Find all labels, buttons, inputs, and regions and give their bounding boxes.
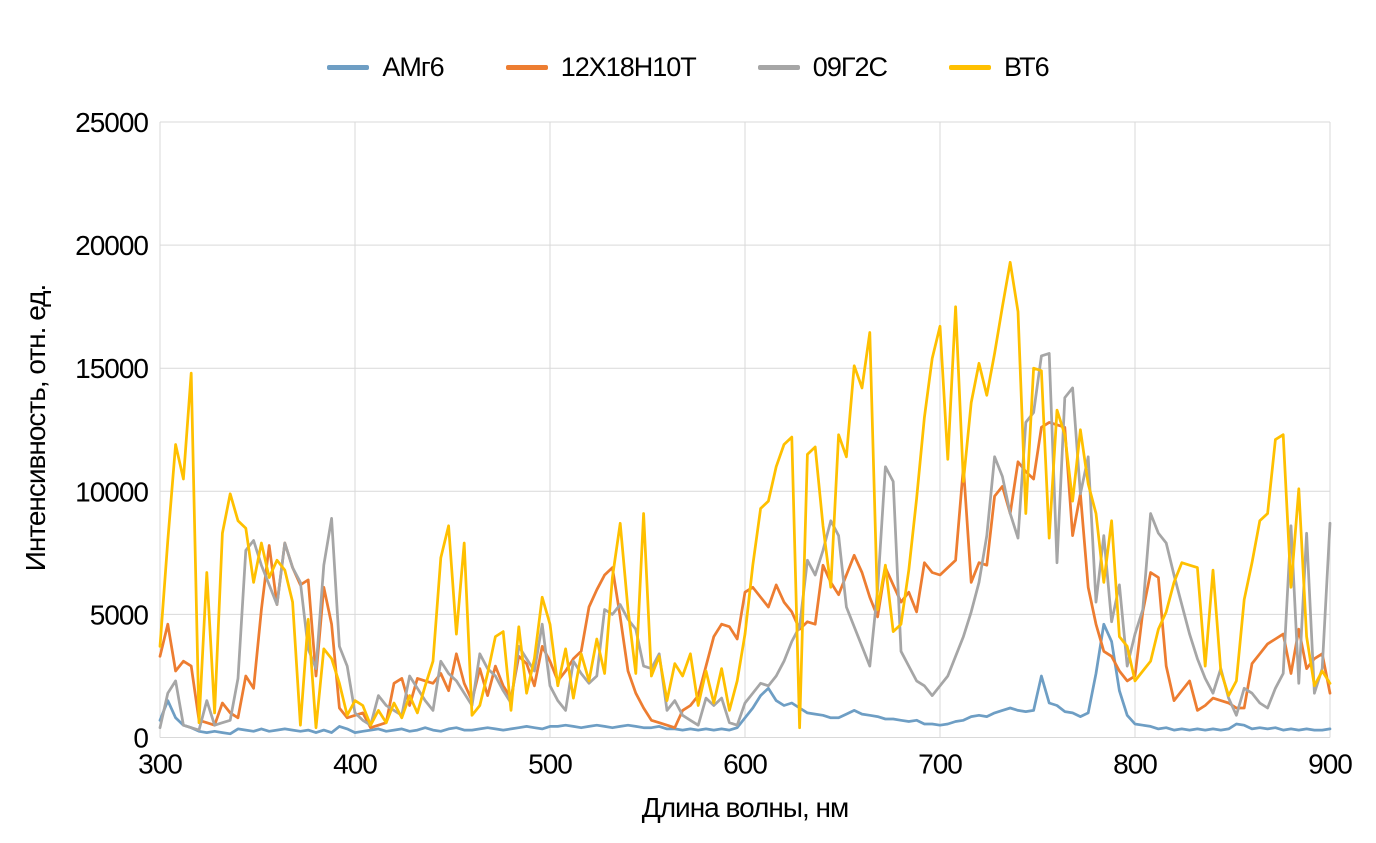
x-tick-label-700: 700 (918, 749, 962, 780)
y-tick-label-15000: 15000 (75, 353, 148, 384)
x-tick-label-500: 500 (528, 749, 572, 780)
legend-item-09g2s: 09Г2С (757, 52, 888, 83)
y-tick-label-0: 0 (133, 723, 148, 754)
x-tick-label-300: 300 (138, 749, 182, 780)
legend-item-amg6: АМг6 (327, 52, 445, 83)
series-line-amg6 (158, 622, 1332, 736)
legend-swatch-vt6 (948, 65, 991, 70)
legend-label-12x18n10t: 12Х18Н10Т (560, 52, 697, 82)
legend-swatch-amg6 (327, 65, 370, 70)
y-tick-label-5000: 5000 (90, 599, 149, 630)
x-tick-label-900: 900 (1308, 749, 1352, 780)
y-tick-label-25000: 25000 (75, 107, 148, 138)
x-tick-label-600: 600 (723, 749, 767, 780)
y-tick-label-20000: 20000 (75, 230, 148, 261)
legend-label-09g2s: 09Г2С (812, 52, 888, 82)
x-tick-label-400: 400 (333, 749, 377, 780)
series-line-vt6 (158, 260, 1332, 730)
y-tick-label-10000: 10000 (75, 476, 148, 507)
series-line-09g2s (158, 352, 1332, 732)
legend: АМг6 12Х18Н10Т 09Г2С ВТ6 (0, 52, 1376, 83)
legend-swatch-12x18n10t (505, 65, 548, 70)
legend-label-amg6: АМг6 (382, 52, 444, 82)
legend-item-vt6: ВТ6 (948, 52, 1050, 83)
x-axis-title: Длина волны, нм (641, 792, 849, 823)
legend-label-vt6: ВТ6 (1003, 52, 1050, 82)
legend-item-12x18n10t: 12Х18Н10Т (505, 52, 697, 83)
x-tick-label-800: 800 (1113, 749, 1157, 780)
legend-swatch-09g2s (757, 65, 800, 70)
